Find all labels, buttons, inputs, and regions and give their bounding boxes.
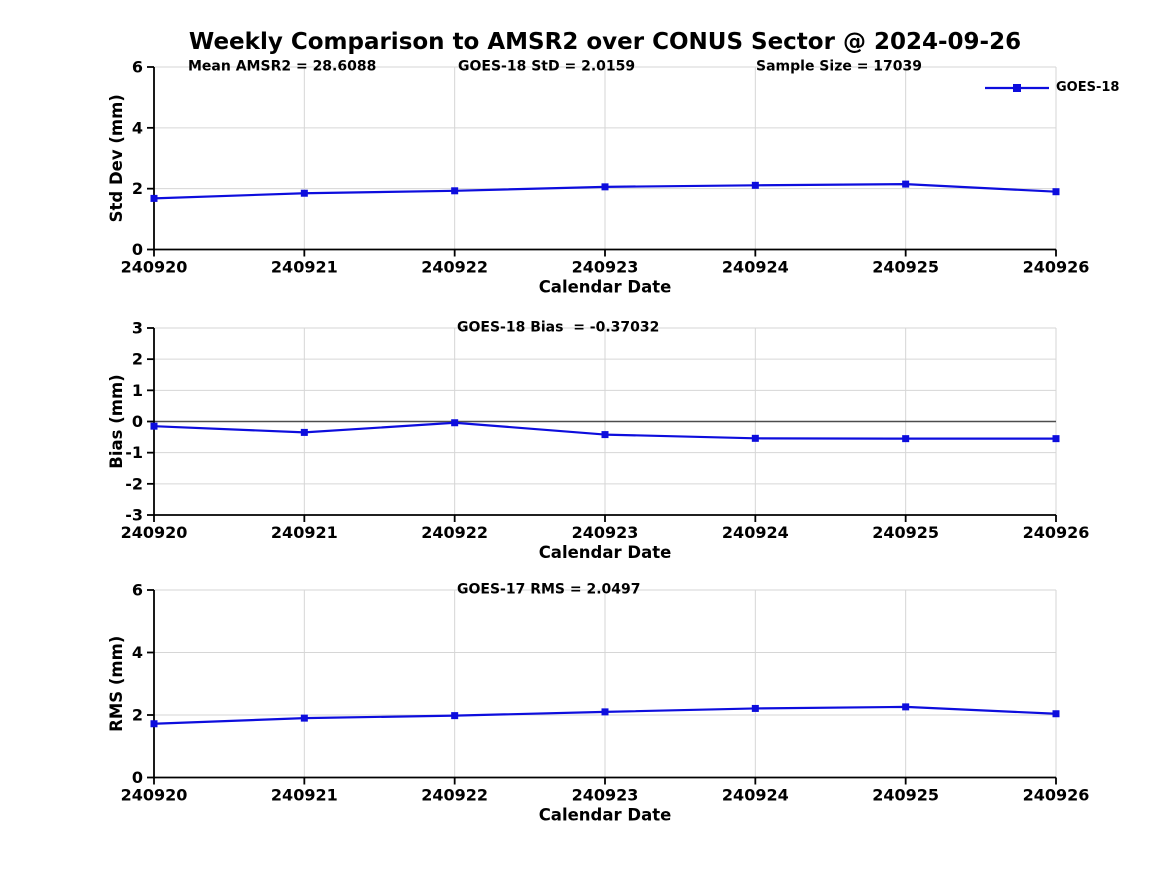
y-tick-label: 6 xyxy=(132,581,143,600)
y-axis-title: Bias (mm) xyxy=(107,374,126,468)
annotation-text: GOES-18 Bias = -0.37032 xyxy=(457,320,659,336)
data-point-marker xyxy=(751,704,759,712)
data-point-marker xyxy=(902,180,910,188)
x-tick-label: 240923 xyxy=(572,258,639,277)
annotation-text: GOES-17 RMS = 2.0497 xyxy=(457,582,641,598)
data-point-marker xyxy=(451,419,459,427)
data-point-marker xyxy=(1052,710,1060,718)
y-tick-label: 1 xyxy=(132,381,143,400)
data-point-marker xyxy=(451,712,459,720)
y-tick-label: -2 xyxy=(125,474,143,493)
data-point-marker xyxy=(751,434,759,442)
y-axis-title: RMS (mm) xyxy=(107,636,126,732)
y-axis-title: Std Dev (mm) xyxy=(107,94,126,222)
data-point-marker xyxy=(601,183,609,191)
data-point-marker xyxy=(1052,435,1060,443)
y-tick-label: 3 xyxy=(132,319,143,338)
y-tick-label: 0 xyxy=(132,768,143,787)
data-point-marker xyxy=(751,181,759,189)
data-point-marker xyxy=(150,422,158,430)
x-tick-label: 240926 xyxy=(1023,523,1090,542)
legend: GOES-18 xyxy=(985,79,1119,96)
y-tick-label: -3 xyxy=(125,506,143,525)
x-tick-label: 240924 xyxy=(722,786,789,805)
data-point-marker xyxy=(601,708,609,716)
data-point-marker xyxy=(300,714,308,722)
y-tick-label: 4 xyxy=(132,118,143,137)
x-tick-label: 240922 xyxy=(421,523,488,542)
y-tick-label: 0 xyxy=(132,240,143,259)
x-axis-title: Calendar Date xyxy=(539,543,672,562)
x-tick-label: 240926 xyxy=(1023,258,1090,277)
y-tick-label: 4 xyxy=(132,643,143,662)
x-tick-label: 240925 xyxy=(872,523,939,542)
annotation-text: Mean AMSR2 = 28.6088 xyxy=(188,59,376,75)
x-tick-label: 240924 xyxy=(722,523,789,542)
x-tick-label: 240922 xyxy=(421,786,488,805)
data-point-marker xyxy=(902,703,910,711)
x-axis-title: Calendar Date xyxy=(539,278,672,297)
legend-line xyxy=(985,83,1049,92)
chart-title: Weekly Comparison to AMSR2 over CONUS Se… xyxy=(188,29,1022,55)
legend-marker xyxy=(1013,83,1021,92)
x-tick-label: 240920 xyxy=(121,523,188,542)
x-axis-title: Calendar Date xyxy=(539,806,672,825)
data-point-marker xyxy=(300,428,308,436)
x-tick-label: 240920 xyxy=(121,258,188,277)
data-point-marker xyxy=(300,189,308,197)
x-tick-label: 240920 xyxy=(121,786,188,805)
data-point-marker xyxy=(902,435,910,443)
data-point-marker xyxy=(150,194,158,202)
x-tick-label: 240925 xyxy=(872,258,939,277)
x-tick-label: 240921 xyxy=(271,258,338,277)
x-tick-label: 240924 xyxy=(722,258,789,277)
x-tick-label: 240922 xyxy=(421,258,488,277)
annotation-text: Sample Size = 17039 xyxy=(756,59,922,75)
y-tick-label: 2 xyxy=(132,350,143,369)
y-tick-label: 6 xyxy=(132,58,143,77)
x-tick-label: 240923 xyxy=(572,786,639,805)
annotation-text: GOES-18 StD = 2.0159 xyxy=(458,59,635,75)
data-point-marker xyxy=(1052,188,1060,196)
x-tick-label: 240921 xyxy=(271,786,338,805)
y-tick-label: 2 xyxy=(132,706,143,725)
x-tick-label: 240925 xyxy=(872,786,939,805)
data-point-marker xyxy=(150,720,158,728)
data-point-marker xyxy=(451,187,459,195)
y-tick-label: 0 xyxy=(132,412,143,431)
x-tick-label: 240923 xyxy=(572,523,639,542)
legend-label: GOES-18 xyxy=(1056,80,1120,95)
x-tick-label: 240921 xyxy=(271,523,338,542)
y-tick-label: -1 xyxy=(125,443,143,462)
data-point-marker xyxy=(601,431,609,439)
x-tick-label: 240926 xyxy=(1023,786,1090,805)
y-tick-label: 2 xyxy=(132,179,143,198)
